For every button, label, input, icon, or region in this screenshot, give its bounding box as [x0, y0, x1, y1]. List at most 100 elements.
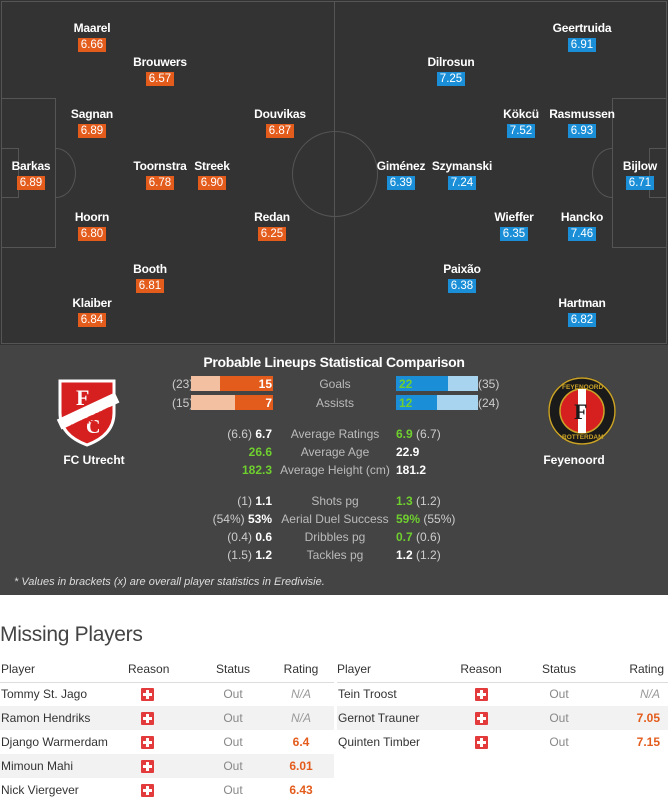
home-player[interactable]: Sagnan 6.89 — [52, 107, 132, 139]
away-player[interactable]: Wieffer 6.35 — [474, 210, 554, 242]
away-stat-value: 0.7 — [396, 530, 413, 544]
rating-column-header[interactable]: Rating — [268, 656, 334, 683]
rating-cell: 6.01 — [268, 754, 334, 778]
missing-players-title: Missing Players — [0, 623, 143, 646]
player-name: Bijlow — [622, 159, 658, 173]
table-row[interactable]: Mimoun Mahi Out 6.01 — [0, 754, 334, 778]
svg-text:C: C — [86, 416, 100, 438]
reason-column-header[interactable]: Reason — [445, 656, 517, 683]
player-name: Rasmussen — [549, 107, 615, 121]
goals-label: Goals — [319, 377, 351, 391]
table-row[interactable]: Gernot Trauner Out 7.05 — [337, 706, 668, 730]
home-player[interactable]: Brouwers 6.57 — [120, 55, 200, 87]
reason-cell — [128, 730, 198, 754]
player-name-cell[interactable]: Ramon Hendriks — [0, 706, 128, 730]
injury-cross-icon — [474, 712, 488, 726]
player-column-header[interactable]: Player — [0, 656, 128, 683]
table-row[interactable]: Nick Viergever Out 6.43 — [0, 778, 334, 802]
table-row[interactable]: Tein Troost Out N/A — [337, 682, 668, 706]
home-stat-value: 26.6 — [248, 445, 272, 459]
player-name-cell[interactable]: Gernot Trauner — [337, 706, 445, 730]
goals-row: (23) 15 Goals 22 (35) — [0, 376, 668, 392]
injury-cross-icon — [474, 736, 488, 750]
home-stat: (1) 1.1 — [237, 493, 272, 509]
away-player[interactable]: Bijlow 6.71 — [600, 159, 668, 191]
player-rating: 6.93 — [567, 124, 597, 138]
reason-column-header[interactable]: Reason — [128, 656, 198, 683]
away-player[interactable]: Kökcü 7.52 — [481, 107, 561, 139]
stat-label: Dribbles pg — [304, 530, 366, 544]
rating-column-header[interactable]: Rating — [601, 656, 668, 683]
home-player[interactable]: Douvikas 6.87 — [240, 107, 320, 139]
rating-cell: 6.4 — [292, 735, 310, 749]
away-player[interactable]: Paixão 6.38 — [422, 262, 502, 294]
player-name-cell[interactable]: Nick Viergever — [1, 783, 79, 797]
home-player[interactable]: Toornstra 6.78 — [120, 159, 200, 191]
away-player[interactable]: Hartman 6.82 — [542, 296, 622, 328]
away-stat: 1.2 (1.2) — [396, 547, 441, 563]
comparison-title: Probable Lineups Statistical Comparison — [203, 354, 465, 370]
away-goals-bar — [396, 376, 448, 391]
table-row[interactable]: Ramon Hendriks Out N/A — [0, 706, 334, 730]
player-name-cell[interactable]: Django Warmerdam — [1, 735, 108, 749]
away-stat-value: 6.9 — [396, 427, 413, 441]
home-player[interactable]: Booth 6.81 — [110, 262, 190, 294]
home-stat-value: 1.1 — [255, 494, 272, 508]
away-player[interactable]: Dilrosun 7.25 — [411, 55, 491, 87]
table-row[interactable]: Quinten Timber Out 7.15 — [337, 730, 668, 754]
injury-cross-icon — [141, 760, 154, 774]
reason-cell — [445, 682, 517, 706]
injury-cross-icon — [141, 712, 154, 726]
player-rating: 6.57 — [145, 72, 175, 86]
player-name: Sagnan — [70, 107, 114, 121]
home-player[interactable]: Hoorn 6.80 — [52, 210, 132, 242]
home-player[interactable]: Barkas 6.89 — [0, 159, 71, 191]
away-player[interactable]: Rasmussen 6.93 — [542, 107, 622, 139]
rating-cell: N/A — [268, 706, 334, 730]
player-name: Booth — [133, 262, 167, 276]
status-cell: Out — [223, 687, 243, 702]
home-stat: (54%) 53% — [213, 511, 272, 527]
player-name: Geertruida — [552, 21, 612, 35]
away-player[interactable]: Hancko 7.46 — [542, 210, 622, 242]
home-player[interactable]: Streek 6.90 — [172, 159, 252, 191]
player-name: Klaiber — [72, 296, 112, 310]
status-column-header[interactable]: Status — [198, 656, 268, 683]
player-rating: 6.35 — [499, 227, 529, 241]
status-column-header[interactable]: Status — [517, 656, 601, 683]
away-assists-bar — [396, 395, 437, 410]
away-team-logo: F FEYENOORD ROTTERDAM — [546, 375, 618, 447]
player-rating: 6.66 — [77, 38, 107, 52]
away-stat-value: 1.2 — [396, 548, 413, 562]
player-name-cell[interactable]: Quinten Timber — [338, 735, 421, 749]
rating-cell: N/A — [639, 687, 660, 702]
table-row[interactable]: Django Warmerdam Out 6.4 — [0, 730, 334, 754]
away-stat: 0.7 (0.6) — [396, 529, 441, 545]
away-stat-value: 181.2 — [396, 463, 427, 477]
stat-label: Average Height (cm) — [280, 463, 390, 477]
away-player[interactable]: Giménez 6.39 — [361, 159, 441, 191]
away-player[interactable]: Szymanski 7.24 — [422, 159, 502, 191]
table-row[interactable]: Tommy St. Jago Out N/A — [0, 682, 334, 706]
home-player[interactable]: Klaiber 6.84 — [52, 296, 132, 328]
home-player[interactable]: Maarel 6.66 — [52, 21, 132, 53]
player-name-cell[interactable]: Mimoun Mahi — [0, 754, 128, 778]
player-rating: 6.38 — [447, 279, 477, 293]
home-goals-bar — [220, 376, 273, 391]
home-assists-bar — [235, 395, 273, 410]
home-stat-value: 182.3 — [241, 463, 272, 477]
stats-footnote: * Values in brackets (x) are overall pla… — [14, 576, 325, 588]
home-goals-total: (23) — [172, 377, 194, 391]
home-player[interactable]: Redan 6.25 — [232, 210, 312, 242]
away-player[interactable]: Geertruida 6.91 — [542, 21, 622, 53]
player-name-cell[interactable]: Tommy St. Jago — [1, 687, 88, 702]
away-stat: 181.2 — [396, 462, 426, 478]
home-stat-overall: (0.4) — [227, 530, 252, 544]
reason-cell — [128, 682, 198, 706]
lineup-comparison-panel: Probable Lineups Statistical Comparison … — [0, 345, 668, 595]
player-column-header[interactable]: Player — [337, 656, 445, 683]
player-name-cell[interactable]: Tein Troost — [338, 687, 397, 702]
injury-cross-icon — [141, 736, 154, 750]
player-name: Toornstra — [133, 159, 187, 173]
away-stat: 1.3 (1.2) — [396, 493, 441, 509]
